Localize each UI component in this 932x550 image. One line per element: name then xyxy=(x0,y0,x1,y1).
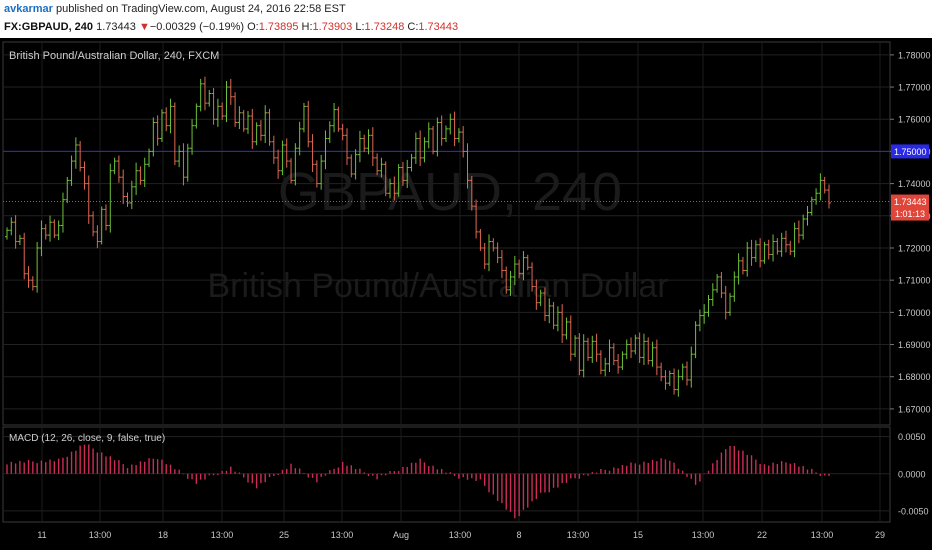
close-label: C: xyxy=(407,21,419,33)
x-tick-label: 13:00 xyxy=(331,530,354,540)
x-tick-label: 13:00 xyxy=(567,530,590,540)
y-tick-label: 1.74000 xyxy=(898,179,931,189)
horizontal-line-label-bg xyxy=(891,144,929,159)
x-tick-label: Aug xyxy=(393,530,409,540)
x-tick-label: 13:00 xyxy=(89,530,112,540)
macd-title: MACD (12, 26, close, 9, false, true) xyxy=(9,433,165,444)
x-tick-label: 18 xyxy=(158,530,168,540)
horizontal-line-label: 1.75000 xyxy=(894,147,927,157)
down-arrow-icon: ▼ xyxy=(138,21,150,33)
ohlc-line: FX:GBPAUD, 240 1.73443 ▼−0.00329 (−0.19%… xyxy=(4,21,458,33)
y-tick-label: 1.69000 xyxy=(898,340,931,350)
last-price-label: 1.73443 xyxy=(894,197,927,207)
watermark-name: British Pound/Australian Dollar xyxy=(207,267,668,305)
y-tick-label: 1.70000 xyxy=(898,308,931,318)
macd-y-tick-label: 0.0050 xyxy=(898,432,926,442)
watermark: GBPAUD, 240 British Pound/Australian Dol… xyxy=(207,162,668,305)
x-tick-label: 11 xyxy=(37,530,46,540)
x-tick-label: 25 xyxy=(279,530,289,540)
x-tick-label: 13:00 xyxy=(811,530,834,540)
chart-header: avkarmar published on TradingView.com, A… xyxy=(0,0,932,38)
macd-y-tick-label: 0.0000 xyxy=(898,469,926,479)
x-tick-label: 22 xyxy=(757,530,767,540)
low-label: L: xyxy=(355,21,365,33)
open-label: O: xyxy=(247,21,259,33)
y-tick-label: 1.71000 xyxy=(898,276,931,286)
price-labels: 1.75000 1.73443 1:01:13 xyxy=(891,144,929,221)
y-tick-label: 1.78000 xyxy=(898,50,931,60)
published-text: published on TradingView.com, August 24,… xyxy=(56,3,346,15)
close-value: 1.73443 xyxy=(418,21,459,33)
x-tick-label: 13:00 xyxy=(692,530,715,540)
main-pane-frame xyxy=(2,41,891,426)
chart-title: British Pound/Australian Dollar, 240, FX… xyxy=(9,50,219,62)
symbol-label: FX:GBPAUD, 240 xyxy=(4,21,94,33)
candles xyxy=(5,76,831,397)
x-tick-label: 13:00 xyxy=(211,530,234,540)
y-tick-label: 1.67000 xyxy=(898,404,931,414)
x-tick-label: 15 xyxy=(633,530,643,540)
y-tick-label: 1.77000 xyxy=(898,83,931,93)
y-tick-label: 1.72000 xyxy=(898,243,931,253)
high-label: H: xyxy=(301,21,313,33)
last-price-label-bg xyxy=(891,194,929,221)
price-change: −0.00329 (−0.19%) xyxy=(149,21,245,33)
price-chart[interactable]: GBPAUD, 240 British Pound/Australian Dol… xyxy=(0,38,932,550)
macd-y-tick-label: -0.0050 xyxy=(898,506,929,516)
x-tick-label: 8 xyxy=(516,530,521,540)
high-value: 1.73903 xyxy=(312,21,353,33)
x-tick-label: 13:00 xyxy=(449,530,472,540)
y-tick-label: 1.76000 xyxy=(898,115,931,125)
author-link[interactable]: avkarmar xyxy=(4,3,53,15)
last-price: 1.73443 xyxy=(96,21,136,33)
macd-pane-frame xyxy=(2,426,891,523)
x-tick-label: 29 xyxy=(875,530,885,540)
publish-line: avkarmar published on TradingView.com, A… xyxy=(4,3,346,15)
macd-histogram xyxy=(6,444,830,519)
low-value: 1.73248 xyxy=(364,21,405,33)
countdown-label: 1:01:13 xyxy=(895,209,925,219)
y-tick-label: 1.68000 xyxy=(898,372,931,382)
open-value: 1.73895 xyxy=(258,21,299,33)
watermark-symbol: GBPAUD, 240 xyxy=(278,162,622,222)
